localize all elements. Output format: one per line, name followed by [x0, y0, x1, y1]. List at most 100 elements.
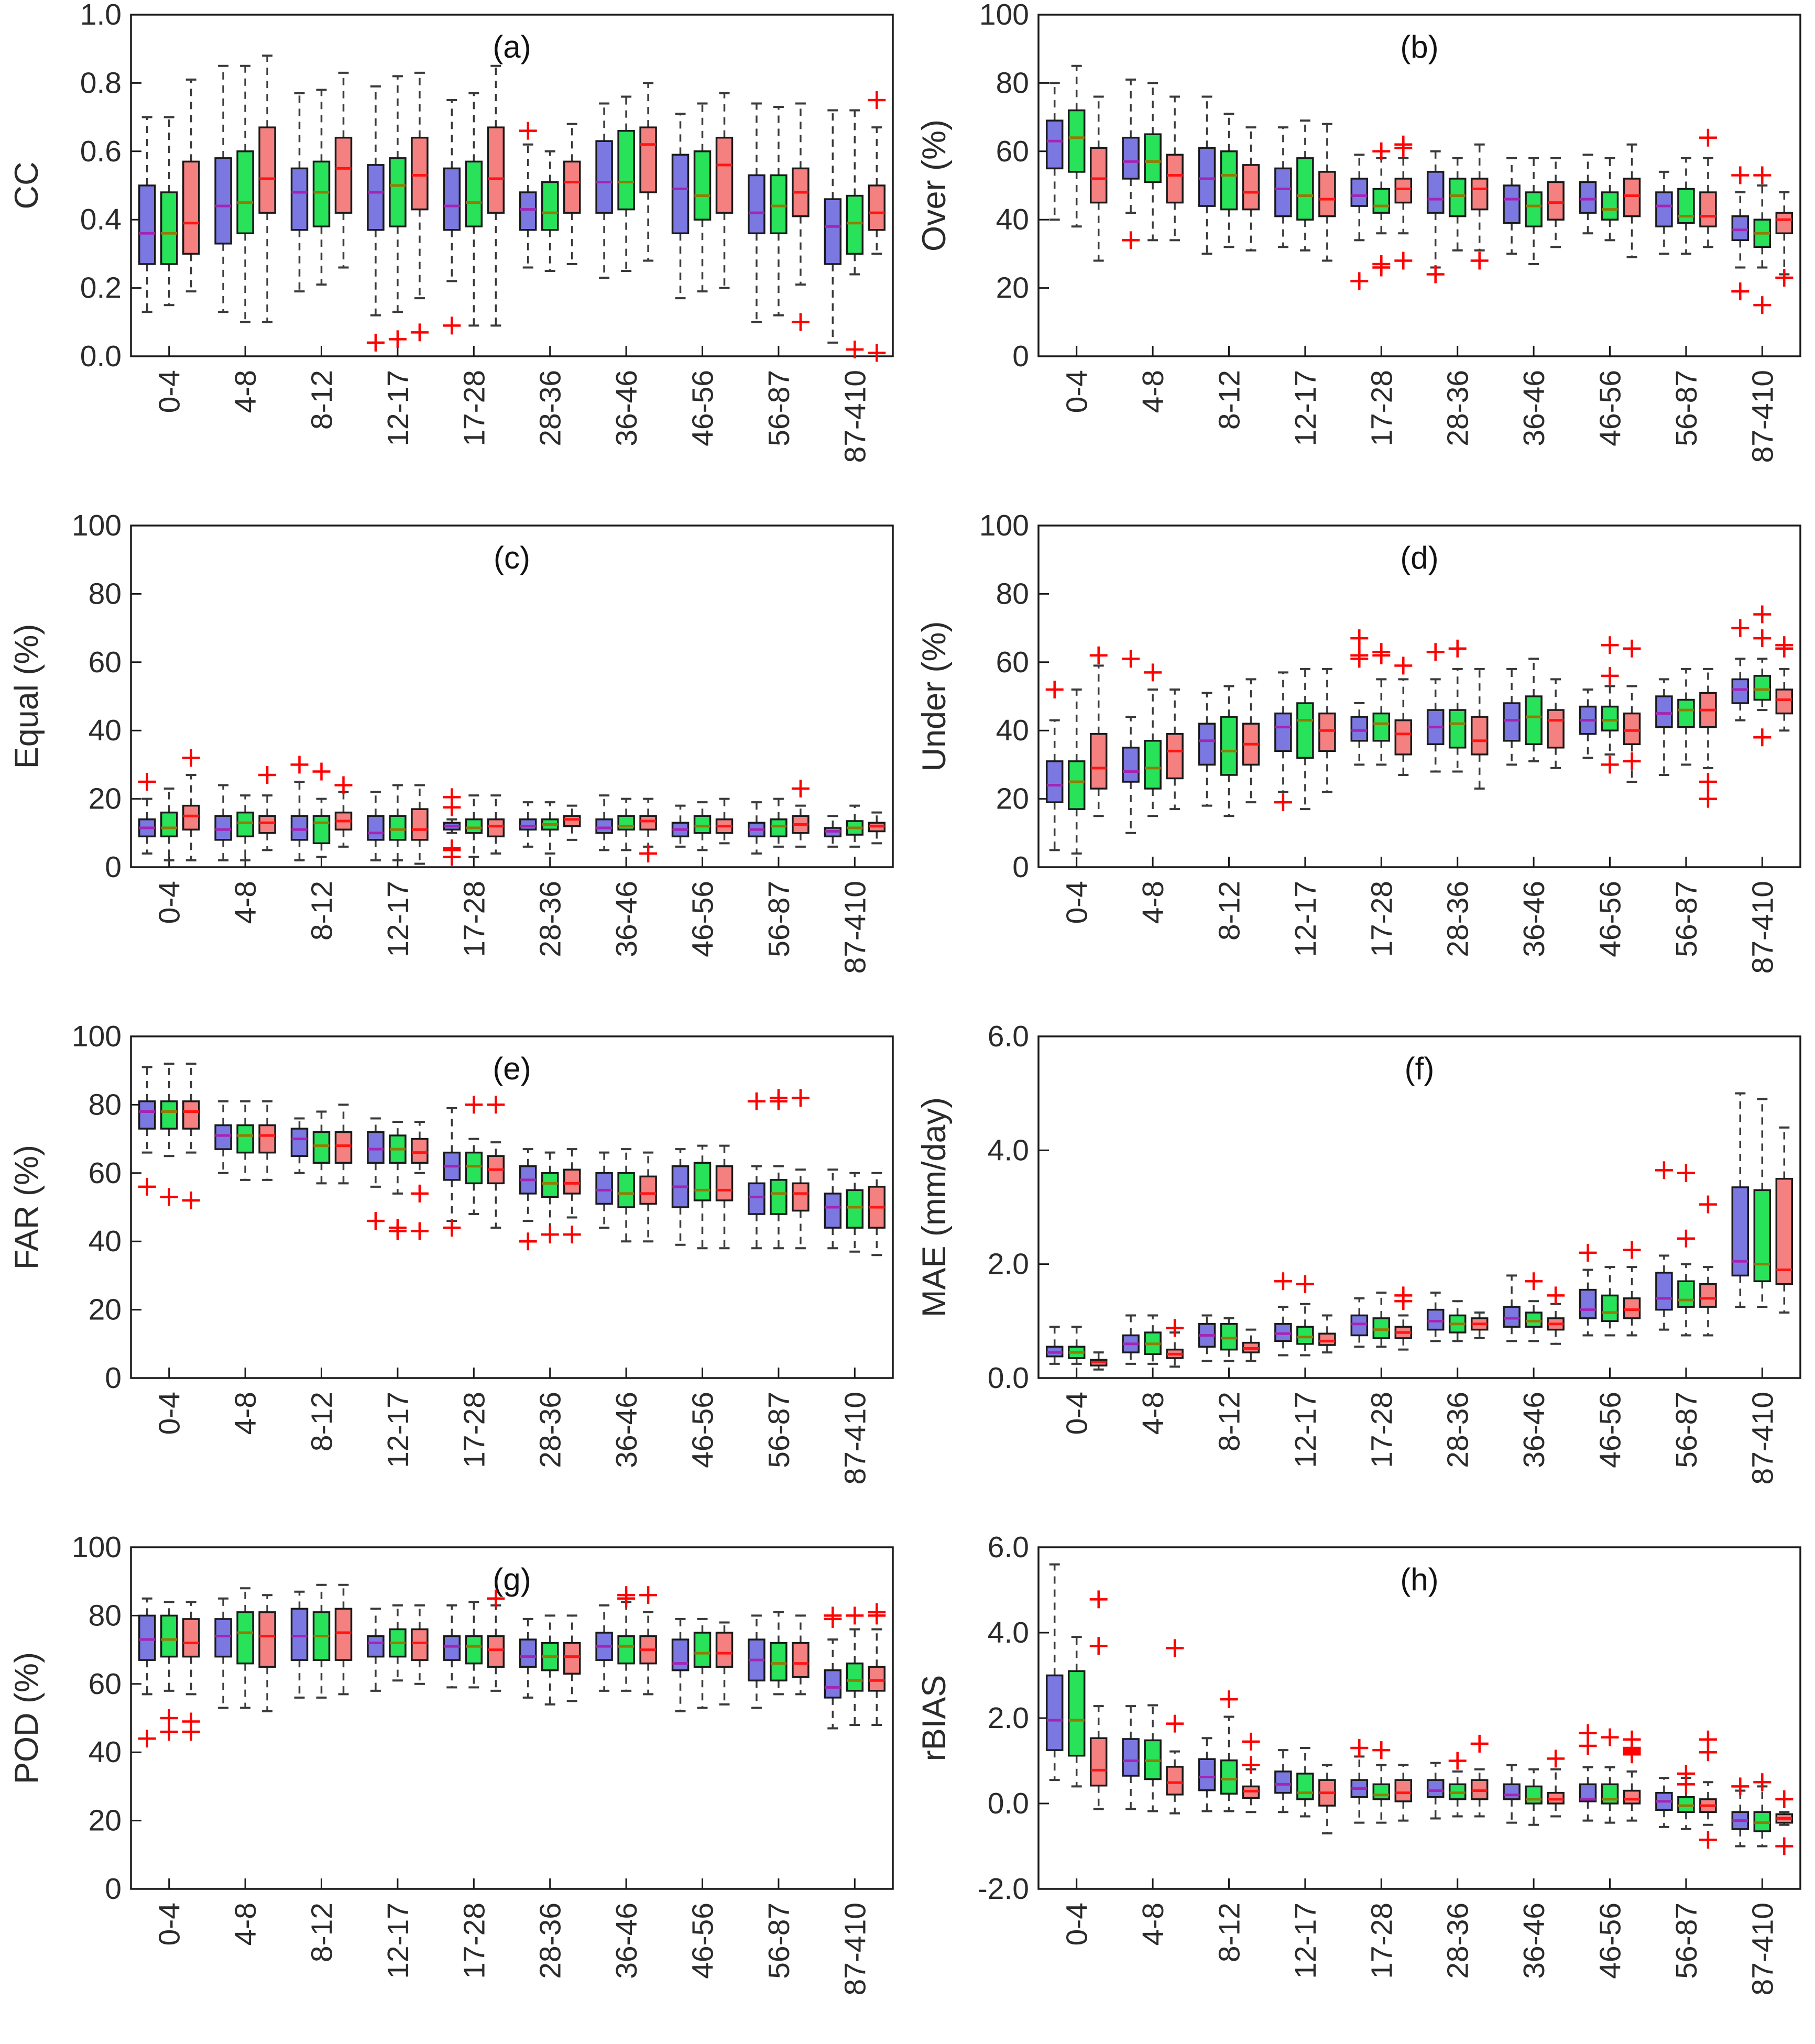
- iqr-box: [487, 1635, 505, 1668]
- iqr-box: [1525, 1311, 1543, 1328]
- y-tick-label: 0: [105, 850, 122, 884]
- boxplot-panel-a: 0.0 0.2 0.4 0.6 0.8 1.0 0-4 4-8 8-12 12-17 17-28 28…: [8, 0, 894, 463]
- y-tick-label: 0.8: [80, 66, 122, 100]
- iqr-box: [160, 1614, 178, 1658]
- x-tick-label: 17-28: [457, 881, 491, 957]
- panel-label: (g): [493, 1562, 531, 1597]
- y-tick-label: 60: [89, 1156, 122, 1190]
- iqr-box: [519, 1638, 537, 1668]
- iqr-box: [1045, 760, 1064, 803]
- box-group-green-12-17: [1296, 1275, 1314, 1357]
- iqr-box: [367, 815, 385, 841]
- box-group-blue-4-8: [214, 1100, 232, 1174]
- outlier-marker: [443, 316, 461, 335]
- iqr-box: [312, 815, 331, 845]
- outlier-marker: [388, 330, 407, 348]
- box-group-green-87-410: [1753, 1098, 1772, 1308]
- box-group-green-28-36: [1448, 639, 1467, 773]
- box-group-red-8-12: [334, 1583, 353, 1696]
- box-group-red-4-8: [1166, 1639, 1184, 1815]
- iqr-box: [1601, 191, 1619, 221]
- box-group-blue-46-56: [671, 804, 690, 848]
- box-group-green-0-4: [1067, 1636, 1086, 1788]
- iqr-box: [1318, 712, 1336, 752]
- outlier-marker: [1699, 128, 1717, 147]
- iqr-box: [1220, 150, 1238, 211]
- x-tick-label: 0-4: [153, 881, 187, 924]
- box-group-red-17-28: [487, 1096, 505, 1229]
- outlier-marker: [410, 323, 429, 342]
- iqr-box: [411, 1138, 429, 1164]
- box-group-red-12-17: [1318, 1314, 1336, 1354]
- iqr-box: [1601, 1294, 1619, 1322]
- y-tick-label: 60: [996, 646, 1029, 679]
- outlier-marker: [1677, 1229, 1695, 1248]
- outlier-marker: [1601, 756, 1619, 774]
- box-group-blue-8-12: [290, 756, 309, 861]
- iqr-box: [258, 815, 276, 834]
- box-group-red-36-46: [1547, 1286, 1565, 1345]
- iqr-box: [824, 198, 842, 265]
- x-tick-label: 87-410: [1746, 1392, 1779, 1485]
- x-tick-label: 4-8: [1136, 881, 1170, 924]
- iqr-box: [1623, 1297, 1641, 1319]
- x-tick-label: 17-28: [457, 370, 491, 446]
- box-group-blue-8-12: [290, 1117, 309, 1174]
- box-group-red-87-410: [1775, 191, 1794, 287]
- iqr-box: [1623, 1789, 1641, 1805]
- y-axis-label: Equal (%): [8, 624, 45, 769]
- box-group-green-36-46: [1525, 658, 1543, 762]
- box-group-blue-87-410: [824, 815, 842, 848]
- x-tick-label: 0-4: [1060, 881, 1094, 924]
- panel-e: 0 20 40 60 80 100 0-4 4-8 8-12 12-17 17-28 28-36 36-…: [0, 1022, 907, 1533]
- x-tick-label: 36-46: [610, 881, 643, 957]
- outlier-marker: [1731, 1777, 1750, 1796]
- box-group-blue-17-28: [1350, 1297, 1369, 1348]
- box-group-green-4-8: [1144, 1704, 1162, 1812]
- iqr-box: [1045, 1674, 1064, 1751]
- x-tick-label: 36-46: [610, 1903, 643, 1979]
- panel-d: 0 20 40 60 80 100 0-4 4-8 8-12 12-17 17-28 28-36 36-…: [907, 511, 1815, 1022]
- panel-label: (h): [1400, 1562, 1438, 1597]
- outlier-marker: [1699, 1195, 1717, 1214]
- x-tick-label: 8-12: [305, 881, 339, 941]
- iqr-box: [1655, 1272, 1673, 1311]
- box-group-blue-56-87: [748, 102, 766, 323]
- outlier-marker: [1394, 139, 1413, 157]
- x-tick-label: 4-8: [1136, 1903, 1170, 1945]
- box-group-red-4-8: [1166, 1319, 1184, 1368]
- iqr-box: [824, 1669, 842, 1699]
- x-tick-label: 46-56: [1594, 1392, 1627, 1468]
- y-tick-label: 4.0: [988, 1616, 1029, 1649]
- outlier-marker: [1122, 231, 1140, 249]
- iqr-box: [334, 136, 353, 214]
- x-tick-label: 36-46: [610, 1392, 643, 1468]
- outlier-marker: [1699, 773, 1717, 791]
- x-tick-label: 28-36: [534, 881, 567, 957]
- iqr-box: [1274, 1770, 1292, 1794]
- box-group-green-8-12: [1220, 113, 1238, 248]
- outlier-marker: [366, 333, 385, 352]
- box-group-blue-17-28: [443, 1107, 461, 1237]
- boxplot-panel-d: 0 20 40 60 80 100 0-4 4-8 8-12 12-17 17-28 28-36 36-…: [916, 511, 1801, 974]
- iqr-box: [312, 160, 331, 227]
- plot-border: [130, 1035, 894, 1379]
- boxplot-panel-b: 0 20 40 60 80 100 0-4 4-8 8-12 12-17 17-28 28-36 36-…: [916, 0, 1801, 463]
- x-tick-label: 87-410: [838, 881, 872, 974]
- iqr-box: [519, 818, 537, 831]
- box-group-green-36-46: [617, 1148, 635, 1243]
- outlier-marker: [1372, 258, 1391, 277]
- iqr-box: [1623, 712, 1641, 746]
- box-group-red-12-17: [411, 784, 429, 865]
- outlier-marker: [824, 1610, 842, 1628]
- iqr-box: [367, 1635, 385, 1658]
- iqr-box: [595, 818, 613, 834]
- box-group-green-4-8: [1144, 663, 1162, 817]
- outlier-marker: [1579, 1243, 1597, 1262]
- box-group-green-0-4: [1067, 64, 1086, 228]
- iqr-box: [671, 1638, 690, 1671]
- iqr-box: [1394, 178, 1413, 204]
- iqr-box: [1372, 712, 1391, 742]
- outlier-marker: [487, 1096, 505, 1114]
- box-group-green-56-87: [769, 1089, 788, 1250]
